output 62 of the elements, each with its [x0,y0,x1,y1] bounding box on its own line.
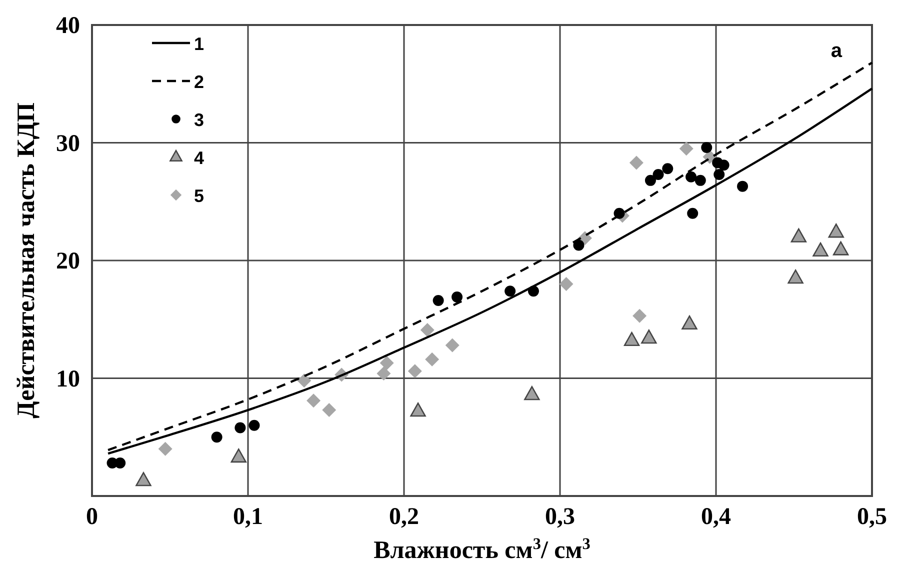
point [425,352,440,366]
x-tick-label: 0,2 [389,504,419,530]
point [832,241,849,256]
x-tick-label: 0,4 [701,504,731,530]
y-axis-title: Действительная часть КДП [13,102,40,418]
point [410,402,426,417]
point [644,174,656,186]
point [662,163,674,174]
legend-label: 1 [194,34,204,54]
legend-label: 5 [194,186,204,206]
point [420,322,434,337]
point [559,277,574,292]
x-tick-label: 0,1 [233,504,263,530]
y-tick-label: 40 [56,13,80,39]
legend-label: 4 [194,148,204,168]
point [686,171,697,182]
point [158,442,172,456]
point [682,315,698,330]
y-tick-label: 10 [56,366,80,392]
x-tick-label: 0,5 [857,504,887,530]
point [737,180,748,192]
point [380,356,394,370]
point [679,142,694,156]
legend-label: 2 [194,72,204,92]
point [297,374,312,388]
point [629,156,644,170]
x-tick-label: 0,3 [545,504,575,530]
point [573,240,584,251]
point [714,169,725,180]
point [230,448,246,463]
point [632,308,647,323]
point [524,386,540,400]
point [812,242,828,257]
point [828,224,844,238]
point [432,295,444,306]
legend-label: 3 [194,110,204,130]
point [248,420,260,431]
point [322,403,336,418]
point [114,458,126,469]
x-axis-title: Влажность см$^{3}$/ см$^{3}$ [374,535,590,564]
point [136,472,152,486]
point [641,330,657,344]
point [408,364,422,378]
point [452,292,463,303]
point [211,432,222,443]
point [694,174,706,186]
annotation: а [830,40,843,62]
point [306,394,321,408]
point [504,286,516,297]
point [445,338,460,352]
y-tick-label: 30 [56,130,80,157]
point [701,142,712,153]
point [652,169,664,180]
x-tick-label: 0 [86,504,98,530]
point [376,366,391,381]
point [234,422,246,434]
point [788,270,804,284]
point [790,228,807,242]
point [687,208,698,219]
y-tick-label: 20 [56,248,80,274]
point [624,332,640,346]
point [718,160,730,171]
